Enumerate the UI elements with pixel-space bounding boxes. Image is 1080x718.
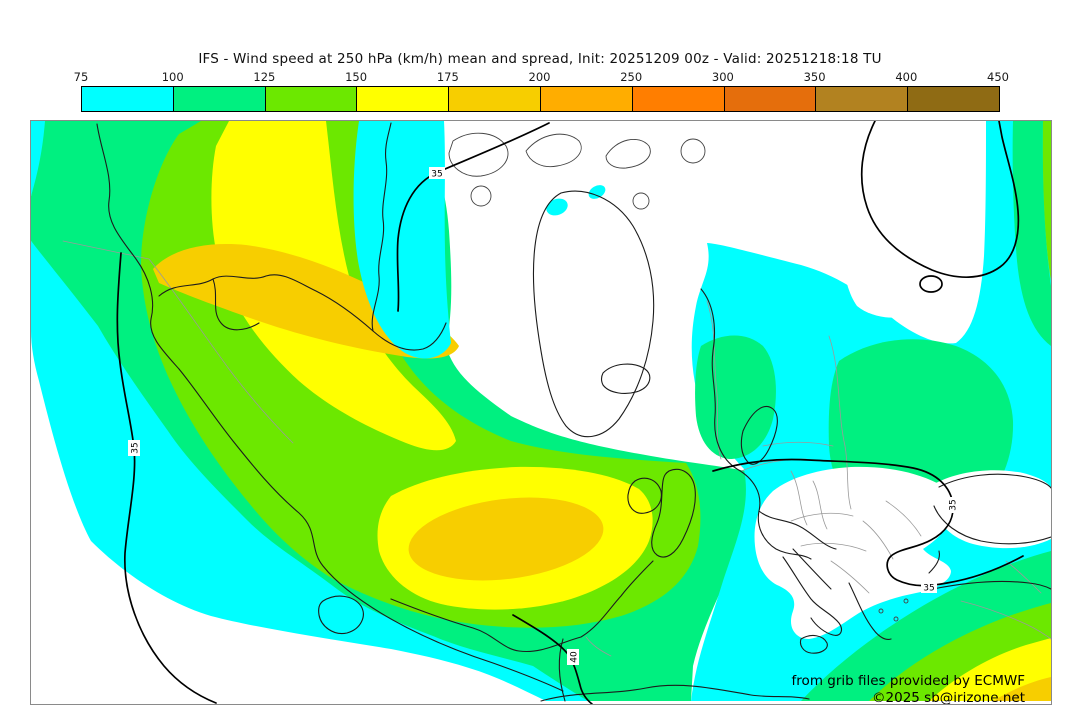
coast-aegean-island-3 (903, 598, 909, 604)
colorbar-segment-8 (816, 87, 909, 111)
coast-britain (651, 468, 696, 558)
coast-arctic-island-1 (448, 132, 509, 177)
region-gold-northwest (153, 244, 459, 359)
colorbar-segment-2 (265, 87, 358, 111)
colorbar-segment-5 (540, 87, 633, 111)
region-gold-center (408, 497, 604, 581)
coast-hudson-inner (212, 278, 260, 331)
coast-labrador (371, 122, 392, 332)
contour-balkans (712, 458, 1024, 587)
colorbar-tick-450: 450 (987, 70, 1009, 84)
coast-aegean-island-2 (893, 616, 899, 622)
region-cyan-left-sliver (31, 121, 45, 196)
colorbar (81, 86, 1000, 112)
region-yellow-southeast (929, 638, 1051, 701)
region-cyan-coastal-band (31, 241, 588, 701)
colorbar-segment-1 (173, 87, 266, 111)
coast-newfoundland (318, 595, 364, 635)
region-cyan-lake-2 (588, 185, 606, 199)
coast-bothnia (740, 405, 778, 465)
colorbar-tick-175: 175 (436, 70, 459, 84)
colorbar-segment-6 (632, 87, 725, 111)
coast-adriatic (792, 548, 832, 590)
region-gold-southeast (993, 677, 1051, 701)
coast-arctic-island-5 (632, 192, 650, 210)
contour-label-3: 35 (946, 497, 959, 513)
coast-greece (848, 582, 892, 640)
coast-scandinavia (700, 288, 812, 560)
coast-arctic-island-2 (525, 133, 582, 168)
contour-label-2: 35 (429, 167, 445, 180)
colorbar-tick-labels: 75 100 125 150 175 200 250 300 350 400 450 (0, 70, 1080, 84)
region-white-blacksea (931, 470, 1051, 549)
svg-text:35: 35 (949, 499, 959, 510)
coast-baltic-south (758, 510, 837, 550)
colorbar-segment-7 (724, 87, 817, 111)
svg-text:35: 35 (431, 170, 442, 180)
region-white-russia (841, 121, 986, 318)
coast-north-africa (540, 684, 810, 702)
weather-map: 35 35 35 35 40 from grib files provided … (31, 121, 1051, 704)
coast-arctic-island-6 (680, 138, 706, 164)
contour-biscay (512, 614, 593, 704)
wind-speed-regions (31, 121, 1051, 701)
country-borders (62, 240, 1051, 657)
svg-text:35: 35 (923, 584, 934, 594)
coast-sicily (799, 634, 828, 654)
coastlines (96, 122, 1051, 702)
coast-black-sea (933, 473, 1051, 545)
colorbar-tick-200: 200 (528, 70, 551, 84)
colorbar-tick-250: 250 (620, 70, 643, 84)
coast-iceland (600, 363, 651, 394)
contour-label-5: 40 (567, 649, 580, 665)
coast-greenland (532, 190, 655, 438)
map-title: IFS - Wind speed at 250 hPa (km/h) mean … (198, 51, 882, 67)
contour-greenland-west (396, 122, 550, 312)
coast-north-america (96, 123, 564, 692)
coast-italy (782, 556, 842, 636)
region-white-balkans (754, 466, 953, 639)
spread-contours (116, 121, 1024, 704)
region-chartreuse-right-corner (1042, 121, 1051, 281)
coast-bosphorus (928, 550, 940, 574)
attribution-copyright: ©2025 sb@irizone.net (872, 690, 1025, 704)
svg-text:35: 35 (131, 442, 141, 453)
colorbar-segment-4 (449, 87, 541, 111)
region-cyan-topband (353, 121, 451, 359)
colorbar-segment-9 (908, 87, 999, 111)
colorbar-tick-150: 150 (345, 70, 368, 84)
colorbar-tick-300: 300 (711, 70, 734, 84)
colorbar-segment-0 (82, 87, 174, 111)
coast-ireland (627, 477, 662, 514)
colorbar-tick-100: 100 (161, 70, 184, 84)
coast-arctic-island-4 (470, 185, 492, 207)
colorbar-segment-3 (357, 87, 450, 111)
colorbar-tick-400: 400 (895, 70, 918, 84)
contour-barents (860, 121, 1020, 278)
coast-aegean-island-1 (878, 608, 884, 614)
contour-barents-loop (919, 275, 943, 293)
contour-label-4: 35 (921, 581, 937, 594)
colorbar-tick-75: 75 (73, 70, 89, 84)
colorbar-tick-125: 125 (253, 70, 276, 84)
colorbar-tick-350: 350 (803, 70, 826, 84)
coast-turkey-north (932, 580, 1051, 590)
attribution-source: from grib files provided by ECMWF (792, 673, 1025, 689)
contour-value-labels: 35 35 35 35 40 (128, 167, 959, 665)
region-cyan-lake-1 (546, 198, 568, 216)
svg-text:40: 40 (570, 651, 580, 663)
coast-arctic-island-3 (605, 138, 651, 169)
contour-atlantic-west (116, 252, 217, 704)
coast-biscay-spain (390, 560, 654, 653)
weather-map-frame: 35 35 35 35 40 from grib files provided … (30, 120, 1052, 705)
region-green-right-strip (1012, 121, 1051, 346)
contour-label-1: 35 (128, 440, 141, 456)
